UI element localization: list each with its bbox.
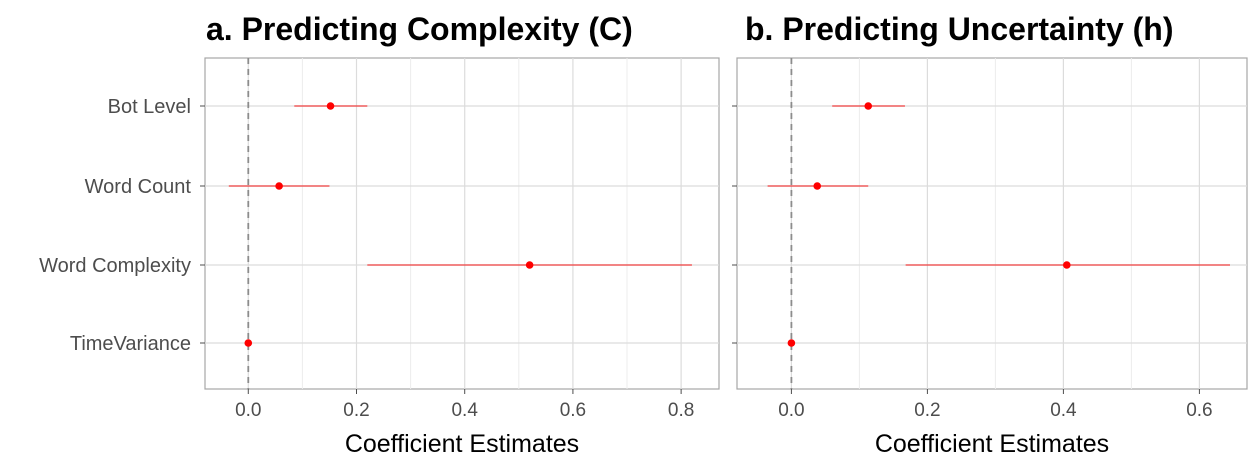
panel-a-title: a. Predicting Complexity (C) (206, 11, 633, 47)
panel-b-x-tick-label: 0.6 (1186, 400, 1212, 421)
panel-a-complexity: a. Predicting Complexity (C) Bot Level Wo… (39, 11, 720, 458)
panel-a-x-tick-label: 0.4 (451, 400, 478, 421)
panel-b-title: b. Predicting Uncertainty (h) (745, 11, 1173, 47)
panel-b-point-estimate (813, 182, 822, 190)
panel-b-uncertainty: b. Predicting Uncertainty (h) 0.0 0.2 0.4 0… (732, 11, 1248, 458)
y-tick-label: TimeVariance (70, 333, 191, 355)
panel-a-x-axis-title: Coefficient Estimates (345, 430, 579, 458)
y-tick-label: Word Complexity (39, 255, 191, 277)
panel-a-point-estimate (326, 102, 335, 110)
panel-a-point-estimate (275, 182, 283, 190)
panel-a-x-tick-label: 0.6 (560, 400, 586, 421)
panel-a-plot-area (204, 57, 720, 390)
panel-a-point-estimate (525, 261, 534, 269)
panel-a-x-tick-label: 0.8 (668, 400, 694, 421)
panel-b-point-estimate (864, 102, 873, 110)
panel-a-x-tick-label: 0.0 (235, 400, 261, 421)
panel-b-x-axis-title: Coefficient Estimates (875, 430, 1109, 458)
panel-b-point-estimate (787, 339, 796, 347)
panel-a-x-tick-label: 0.2 (343, 400, 369, 421)
panel-b-point-estimate (1063, 261, 1071, 269)
panel-a-point-estimate (244, 339, 253, 347)
panel-b-x-tick-label: 0.0 (778, 400, 804, 421)
y-tick-label: Bot Level (108, 96, 191, 118)
panel-b-x-tick-label: 0.4 (1050, 400, 1077, 421)
y-tick-label: Word Count (85, 176, 192, 198)
panel-b-x-tick-label: 0.2 (914, 400, 940, 421)
panel-b-plot-area (736, 57, 1248, 390)
